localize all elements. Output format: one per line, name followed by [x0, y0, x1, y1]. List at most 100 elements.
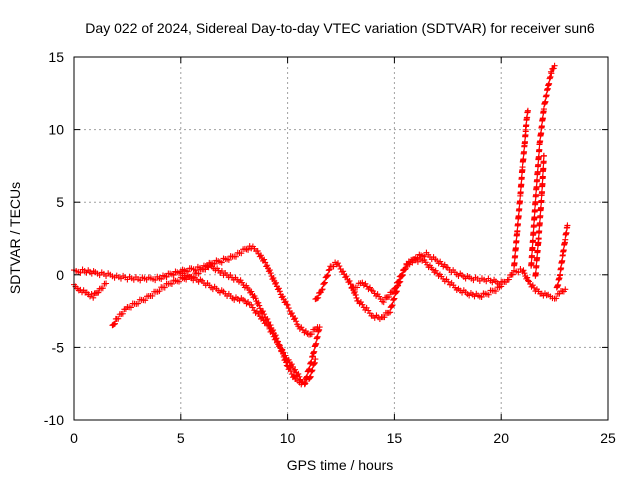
data-point	[520, 267, 527, 274]
data-point	[270, 274, 277, 281]
data-point	[512, 244, 519, 251]
data-point	[525, 278, 532, 285]
data-point	[530, 229, 537, 236]
x-tick-label: 10	[280, 430, 296, 446]
data-point	[520, 155, 527, 162]
data-point	[517, 188, 524, 195]
data-point	[314, 333, 321, 340]
data-point	[266, 267, 273, 274]
data-point	[513, 237, 520, 244]
data-point	[366, 284, 373, 291]
data-point	[127, 304, 134, 311]
y-tick-label: 0	[56, 267, 64, 283]
data-point	[282, 298, 289, 305]
data-point	[135, 300, 142, 307]
data-point	[392, 285, 399, 292]
data-point	[539, 180, 546, 187]
y-tick-label: -5	[52, 339, 65, 355]
data-point	[533, 183, 540, 190]
data-point	[168, 280, 175, 287]
data-point	[548, 70, 555, 77]
data-point	[312, 356, 319, 363]
data-point	[307, 373, 314, 380]
data-point	[385, 309, 392, 316]
data-point	[255, 299, 262, 306]
data-point	[103, 280, 110, 287]
x-tick-label: 15	[387, 430, 403, 446]
data-point	[115, 315, 122, 322]
axis-ticks	[73, 56, 609, 421]
data-point	[302, 328, 309, 335]
data-point	[336, 263, 343, 270]
data-point	[95, 289, 102, 296]
data-point	[429, 266, 436, 273]
data-point	[519, 164, 526, 171]
data-point	[352, 291, 359, 298]
data-point	[525, 277, 532, 284]
data-point	[238, 250, 245, 257]
data-point	[347, 281, 354, 288]
data-point	[514, 227, 521, 234]
series-track-lower	[177, 268, 319, 386]
data-point	[319, 286, 326, 293]
data-point	[324, 272, 331, 279]
data-point	[90, 294, 97, 301]
data-point	[402, 266, 409, 273]
y-tick-labels: -10 -5 0 5 10 15	[44, 49, 64, 428]
data-point	[260, 308, 267, 315]
data-point	[395, 278, 402, 285]
data-point	[536, 227, 543, 234]
data-point	[88, 291, 95, 298]
data-point	[362, 280, 369, 287]
data-point	[535, 235, 542, 242]
data-point	[524, 274, 531, 281]
data-point	[534, 168, 541, 175]
data-point	[192, 267, 199, 274]
data-point	[202, 266, 209, 273]
data-point	[299, 326, 306, 333]
series-track-middle	[109, 261, 323, 388]
data-point	[308, 367, 315, 374]
x-axis-label: GPS time / hours	[287, 457, 394, 473]
data-point	[163, 273, 170, 280]
data-point	[285, 305, 292, 312]
data-point	[516, 205, 523, 212]
data-point	[264, 262, 271, 269]
data-point	[158, 276, 165, 283]
data-point	[547, 73, 554, 80]
data-point	[389, 302, 396, 309]
data-point	[388, 303, 395, 310]
data-point	[251, 307, 258, 314]
data-point	[218, 268, 225, 275]
data-point	[551, 62, 558, 69]
data-point	[539, 115, 546, 122]
data-point	[529, 282, 536, 289]
data-point	[531, 214, 538, 221]
data-point	[535, 161, 542, 168]
data-point	[309, 353, 316, 360]
data-point	[282, 352, 289, 359]
y-tick-label: 5	[56, 194, 64, 210]
data-point	[511, 259, 518, 266]
data-point	[264, 321, 271, 328]
data-point	[537, 138, 544, 145]
data-point	[492, 288, 499, 295]
series-spike-3	[532, 152, 547, 279]
data-point	[296, 373, 303, 380]
data-point	[245, 246, 252, 253]
data-point	[540, 158, 547, 165]
data-point	[309, 354, 316, 361]
data-point	[313, 340, 320, 347]
series-spike-4	[553, 222, 571, 291]
data-point	[550, 65, 557, 72]
data-point	[536, 146, 543, 153]
data-point	[357, 299, 364, 306]
data-point	[534, 176, 541, 183]
data-point	[353, 294, 360, 301]
data-point	[533, 191, 540, 198]
data-point	[346, 277, 353, 284]
data-point	[292, 315, 299, 322]
data-point	[273, 279, 280, 286]
data-point	[340, 268, 347, 275]
series-spike-2	[528, 62, 558, 269]
